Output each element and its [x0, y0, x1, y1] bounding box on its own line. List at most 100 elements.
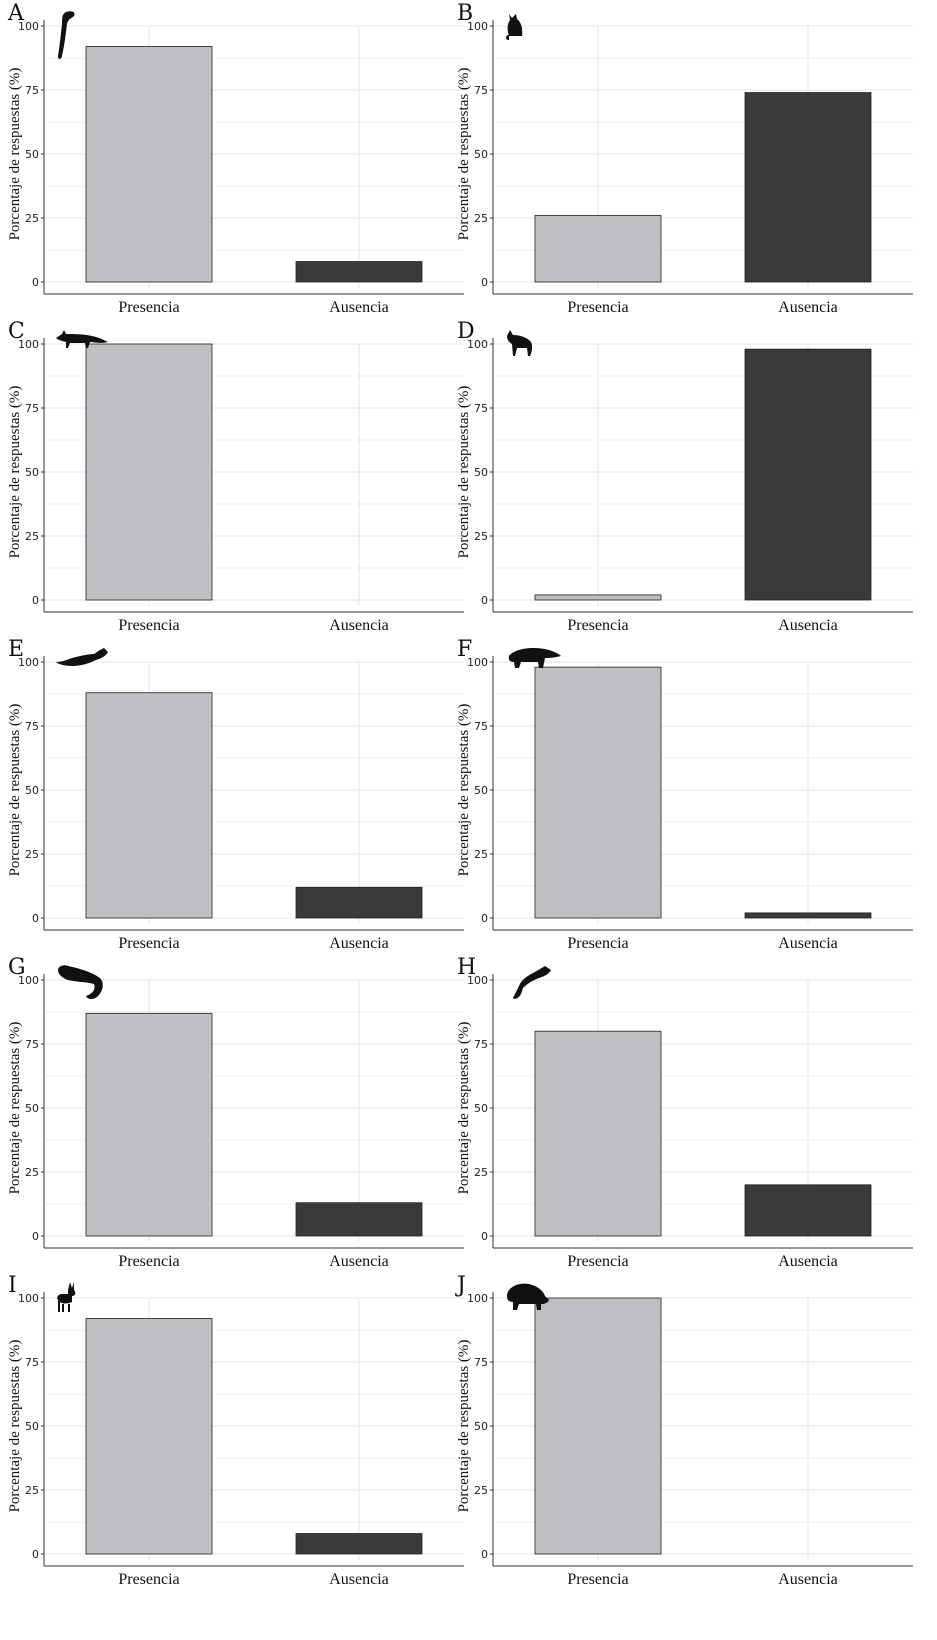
- x-category-label: Ausencia: [329, 299, 389, 316]
- x-category-label: Presencia: [118, 617, 179, 634]
- x-category-label: Ausencia: [778, 299, 838, 316]
- weasel-icon: [513, 966, 551, 999]
- y-tick-label: 50: [474, 1420, 488, 1433]
- y-tick-label: 0: [481, 1548, 488, 1561]
- y-tick-label: 50: [25, 148, 39, 161]
- bar-chart: 0 25 50 75 100 Presencia Ausencia Porcentaje de…: [7, 1, 464, 316]
- y-tick-label: 0: [481, 912, 488, 925]
- y-tick-label: 100: [467, 656, 488, 669]
- y-tick-label: 50: [474, 1102, 488, 1115]
- x-category-label: Presencia: [118, 299, 179, 316]
- bar-ausencia: [744, 1184, 872, 1237]
- chart-panel-j: 0 25 50 75 100 Presencia Ausencia Porcentaje de…: [449, 1272, 917, 1600]
- y-tick-label: 0: [481, 1230, 488, 1243]
- chart-panel-h: 0 25 50 75 100 Presencia Ausencia Porcentaje de…: [449, 954, 917, 1282]
- bar-ausencia: [295, 1533, 423, 1555]
- bar-ausencia: [744, 348, 872, 601]
- y-tick-label: 75: [25, 402, 39, 415]
- chart-panel-i: 0 25 50 75 100 Presencia Ausencia Porcentaje de…: [0, 1272, 468, 1600]
- y-tick-label: 75: [25, 1038, 39, 1051]
- y-axis-label: Porcentaje de respuestas (%): [456, 68, 472, 241]
- x-category-label: Presencia: [567, 617, 628, 634]
- y-axis-label: Porcentaje de respuestas (%): [456, 704, 472, 877]
- x-category-label: Presencia: [118, 1571, 179, 1588]
- y-tick-label: 75: [25, 720, 39, 733]
- x-category-label: Ausencia: [778, 935, 838, 952]
- y-tick-label: 100: [467, 1292, 488, 1305]
- chart-panel-c: 0 25 50 75 100 Presencia Ausencia Porcentaje de…: [0, 318, 468, 646]
- wild-boar-icon: [507, 1283, 549, 1310]
- bar-presencia: [85, 46, 213, 283]
- bar-ausencia: [295, 261, 423, 283]
- y-axis-label: Porcentaje de respuestas (%): [7, 1022, 23, 1195]
- panel-letter: B: [457, 1, 473, 26]
- x-category-label: Presencia: [118, 935, 179, 952]
- x-category-label: Presencia: [567, 1571, 628, 1588]
- panel-letter: I: [8, 1273, 17, 1298]
- y-tick-label: 100: [18, 20, 39, 33]
- chart-panel-f: 0 25 50 75 100 Presencia Ausencia Porcentaje de…: [449, 636, 917, 964]
- x-category-label: Ausencia: [329, 1253, 389, 1270]
- bar-chart: 0 25 50 75 100 Presencia Ausencia Porcentaje de…: [7, 319, 464, 634]
- y-tick-label: 100: [18, 974, 39, 987]
- bar-chart: 0 25 50 75 100 Presencia Ausencia Porcentaje de…: [456, 1, 913, 316]
- bar-presencia: [85, 343, 213, 601]
- y-tick-label: 50: [25, 466, 39, 479]
- y-tick-label: 75: [474, 1038, 488, 1051]
- wildcat-icon: [506, 14, 523, 40]
- y-tick-label: 0: [32, 594, 39, 607]
- y-tick-label: 0: [481, 594, 488, 607]
- y-tick-label: 50: [474, 466, 488, 479]
- y-tick-label: 100: [467, 974, 488, 987]
- y-tick-label: 25: [25, 1166, 39, 1179]
- bar-ausencia: [295, 1202, 423, 1237]
- panel-letter: C: [8, 319, 25, 344]
- x-category-label: Ausencia: [778, 1571, 838, 1588]
- y-tick-label: 100: [18, 338, 39, 351]
- y-tick-label: 0: [32, 276, 39, 289]
- chart-panel-b: 0 25 50 75 100 Presencia Ausencia Porcentaje de…: [449, 0, 917, 328]
- bar-presencia: [534, 1297, 662, 1555]
- bar-chart: 0 25 50 75 100 Presencia Ausencia Porcentaje de…: [456, 637, 913, 952]
- y-tick-label: 0: [481, 276, 488, 289]
- y-tick-label: 75: [474, 84, 488, 97]
- bar-presencia: [85, 692, 213, 919]
- bar-presencia: [85, 1012, 213, 1237]
- bar-ausencia: [295, 886, 423, 919]
- y-axis-label: Porcentaje de respuestas (%): [7, 1340, 23, 1513]
- y-axis-label: Porcentaje de respuestas (%): [7, 704, 23, 877]
- bar-chart: 0 25 50 75 100 Presencia Ausencia Porcentaje de…: [7, 637, 464, 952]
- y-tick-label: 100: [467, 338, 488, 351]
- y-tick-label: 75: [25, 84, 39, 97]
- y-tick-label: 50: [25, 784, 39, 797]
- x-category-label: Presencia: [567, 1253, 628, 1270]
- y-tick-label: 0: [32, 912, 39, 925]
- chart-panel-a: 0 25 50 75 100 Presencia Ausencia Porcentaje de…: [0, 0, 468, 328]
- bar-chart: 0 25 50 75 100 Presencia Ausencia Porcentaje de…: [7, 955, 464, 1270]
- y-tick-label: 100: [18, 656, 39, 669]
- bar-presencia: [85, 1318, 213, 1555]
- panel-letter: A: [7, 1, 25, 26]
- y-tick-label: 25: [474, 212, 488, 225]
- y-tick-label: 100: [467, 20, 488, 33]
- y-tick-label: 25: [474, 530, 488, 543]
- y-tick-label: 100: [18, 1292, 39, 1305]
- panel-letter: G: [8, 955, 26, 980]
- otter-icon: [58, 965, 103, 999]
- panel-letter: D: [457, 319, 475, 344]
- bar-chart: 0 25 50 75 100 Presencia Ausencia Porcentaje de…: [7, 1273, 464, 1588]
- y-tick-label: 25: [25, 212, 39, 225]
- y-tick-label: 50: [474, 148, 488, 161]
- panel-letter: H: [457, 955, 476, 980]
- bar-presencia: [534, 215, 662, 283]
- panel-letter: F: [457, 637, 472, 662]
- y-tick-label: 75: [474, 402, 488, 415]
- x-category-label: Ausencia: [329, 617, 389, 634]
- y-tick-label: 0: [32, 1548, 39, 1561]
- bar-chart: 0 25 50 75 100 Presencia Ausencia Porcentaje de…: [456, 319, 913, 634]
- x-category-label: Presencia: [567, 299, 628, 316]
- bar-presencia: [534, 594, 662, 601]
- polecat-icon: [56, 648, 108, 666]
- bar-chart: 0 25 50 75 100 Presencia Ausencia Porcentaje de…: [455, 1273, 913, 1588]
- bar-ausencia: [744, 92, 872, 283]
